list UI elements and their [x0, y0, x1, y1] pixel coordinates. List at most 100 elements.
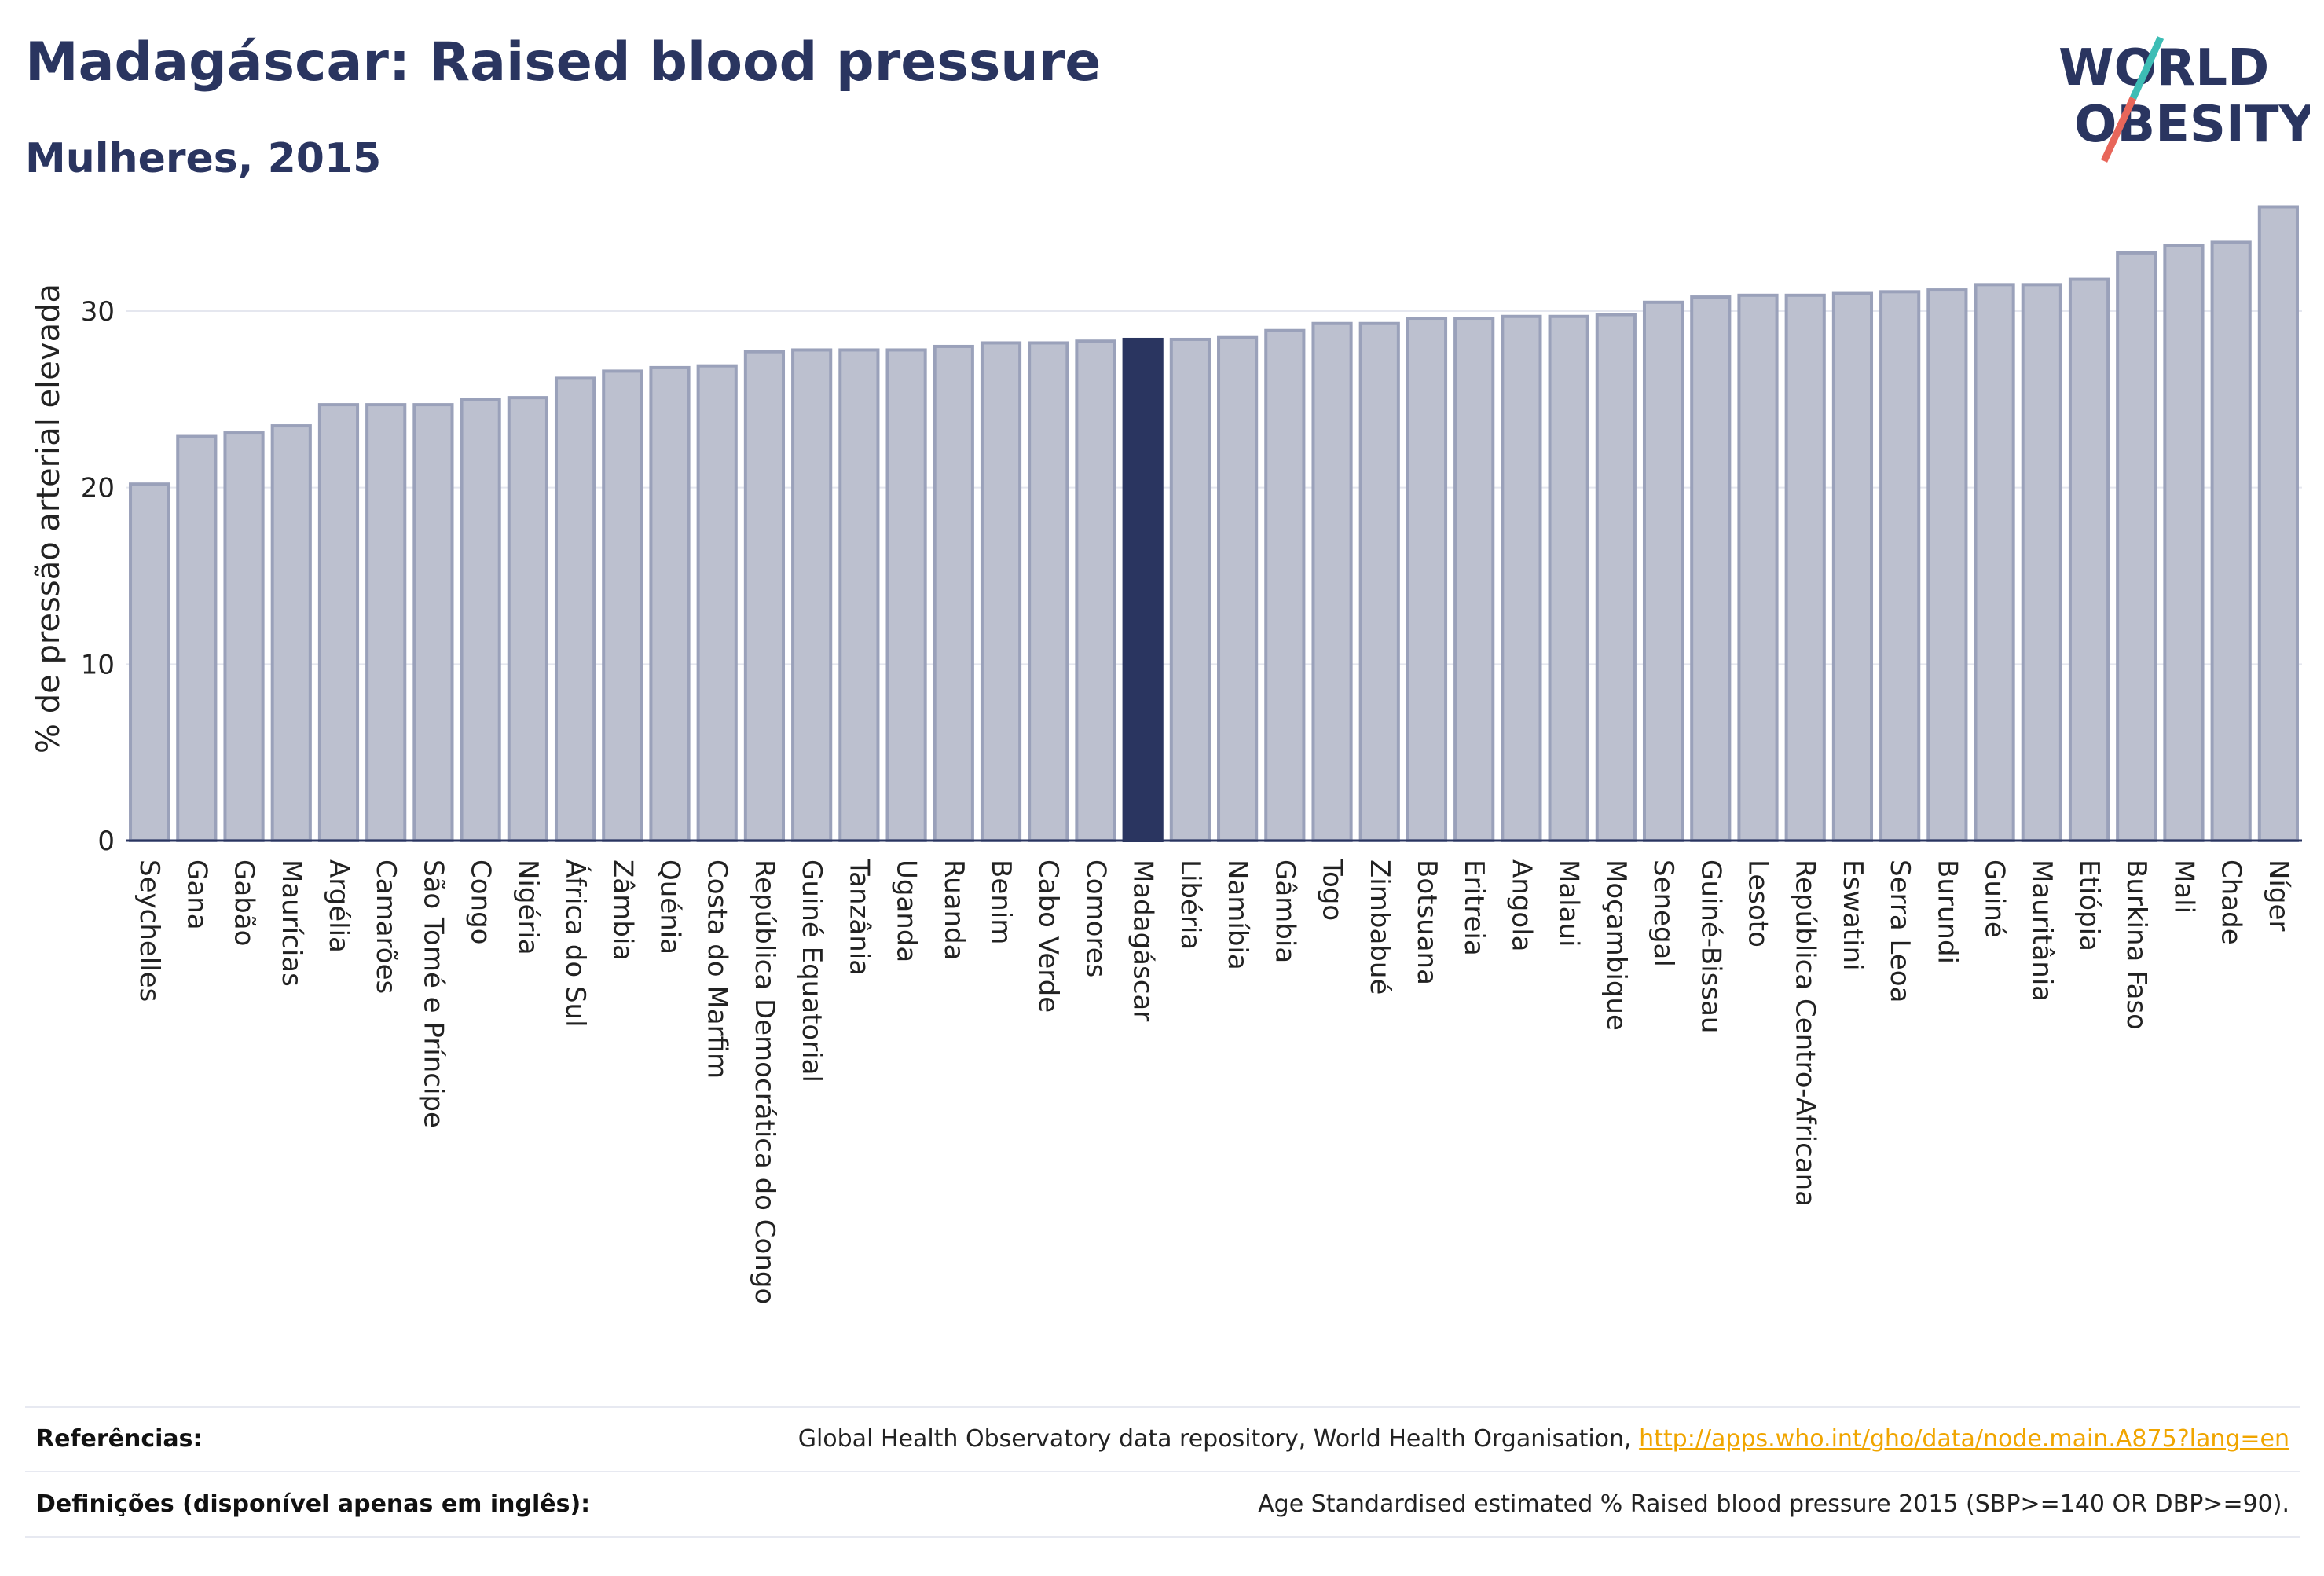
x-tick-label: Nigéria [512, 859, 544, 955]
references-text: Global Health Observatory data repositor… [798, 1425, 2289, 1453]
bar [365, 403, 407, 842]
bar-chart: 0 10 20 30 Seychelles Gana Gabão Maurícias Argél… [31, 205, 2302, 1304]
x-tick-label: Zimbabué [1364, 859, 1395, 995]
bar [2068, 277, 2110, 842]
x-tick-label: Ruanda [938, 859, 970, 960]
logo-slash-coral [2100, 97, 2137, 163]
x-tick-label: Guiné [1979, 859, 2011, 938]
x-tick-label: São Tomé e Príncipe [417, 859, 449, 1128]
bar [1737, 293, 1779, 842]
definitions-text: Age Standardised estimated % Raised bloo… [1258, 1490, 2289, 1518]
bar [1690, 295, 1732, 842]
x-tick-label: Níger [2263, 859, 2294, 931]
bar-highlight [1122, 337, 1164, 842]
bar [1926, 288, 1968, 842]
x-tick-label: Cabo Verde [1032, 859, 1064, 1013]
x-tick-label: África do Sul [559, 859, 592, 1028]
x-tick-label: Madagáscar [1127, 859, 1159, 1021]
x-tick-label: Togo [1317, 859, 1348, 921]
x-tick-label: Guiné-Bissau [1695, 859, 1726, 1033]
x-tick-label: República Centro-Africana [1790, 859, 1821, 1207]
footer-divider-top [25, 1406, 2300, 1408]
y-tick-label: 10 [81, 649, 115, 680]
bar [1217, 335, 1259, 842]
y-tick-label: 30 [81, 296, 115, 328]
x-tick-label: Chade [2216, 859, 2247, 945]
bar [1879, 290, 1921, 842]
bar [1974, 283, 2015, 842]
footer-divider-middle [25, 1471, 2300, 1472]
page-title: Madagáscar: Raised blood pressure [25, 31, 1102, 93]
world-obesity-logo: WORLD OBESITY [2058, 36, 2310, 163]
x-tick-label: Zâmbia [607, 859, 638, 961]
bar [743, 350, 786, 843]
x-tick-label: Guiné Equatorial [796, 859, 827, 1083]
logo-line1: WORLD [2058, 39, 2269, 97]
bar [507, 396, 548, 842]
x-tick-label: Mauritânia [2026, 859, 2058, 1002]
references-source: Global Health Observatory data repositor… [797, 1425, 1632, 1453]
x-tick-label: Benim [985, 859, 1017, 944]
definitions-label: Definições (disponível apenas em inglês)… [36, 1490, 591, 1518]
x-tick-label: Senegal [1648, 859, 1679, 967]
bar [1264, 328, 1306, 842]
x-tick-label: Angola [1505, 859, 1537, 951]
bar [791, 348, 833, 843]
x-tick-label: Libéria [1175, 859, 1206, 950]
x-tick-label: Gâmbia [1269, 859, 1300, 963]
bar [176, 434, 218, 842]
bar [1831, 291, 1874, 842]
bar [460, 398, 501, 843]
bar [1169, 337, 1211, 842]
y-tick-label: 0 [97, 826, 115, 857]
x-tick-label: Burkina Faso [2121, 859, 2152, 1030]
x-tick-label: Maurícias [276, 859, 307, 987]
bar [1642, 300, 1684, 843]
x-tick-label: Serra Leoa [1884, 859, 1915, 1002]
x-tick-label: Mali [2168, 859, 2199, 914]
bar [129, 482, 170, 842]
x-tick-label: Camarões [370, 859, 401, 994]
logo-slash-teal [2129, 36, 2165, 100]
x-tick-label: Comores [1080, 859, 1111, 977]
x-tick-label: Congo [465, 859, 497, 944]
bar [2163, 244, 2205, 842]
bar [1311, 321, 1353, 842]
references-label: Referências: [36, 1425, 203, 1453]
x-tick-label: República Democrática do Congo [749, 859, 780, 1304]
bar [317, 403, 360, 842]
x-tick-label: Gabão [229, 859, 260, 946]
bar [1075, 339, 1116, 842]
bar [2210, 240, 2252, 842]
x-tick-label: Namíbia [1222, 859, 1253, 970]
bar [554, 376, 596, 842]
bar [696, 364, 738, 843]
bar [1784, 293, 1826, 842]
bar [1548, 314, 1589, 842]
bar [412, 403, 454, 842]
x-tick-label: Moçambique [1600, 859, 1632, 1031]
x-tick-label: Tanzânia [843, 859, 874, 976]
bar [1453, 317, 1495, 843]
bar [270, 424, 312, 842]
x-tick-label: Seychelles [134, 859, 165, 1002]
y-tick-label: 20 [81, 473, 115, 504]
x-tick-label: Eritreia [1458, 859, 1490, 956]
y-axis-label: % de pressão arterial elevada [31, 284, 67, 753]
bar [649, 365, 691, 843]
footer-divider-bottom [25, 1536, 2300, 1538]
bar [1406, 317, 1448, 843]
x-tick-label: Burundi [1931, 859, 1963, 964]
bar [1358, 321, 1400, 842]
bar [223, 431, 265, 842]
x-tick-label: Eswatini [1837, 859, 1868, 971]
x-tick-label: Malaui [1553, 859, 1585, 947]
bar [1028, 341, 1069, 842]
x-tick-label: Lesoto [1743, 859, 1774, 947]
bar [838, 348, 880, 843]
bar [602, 369, 643, 842]
references-link[interactable]: http://apps.who.int/gho/data/node.main.A… [1639, 1425, 2289, 1453]
bar [1595, 313, 1637, 842]
x-tick-label: Gana [181, 859, 212, 930]
bar [2116, 251, 2157, 843]
